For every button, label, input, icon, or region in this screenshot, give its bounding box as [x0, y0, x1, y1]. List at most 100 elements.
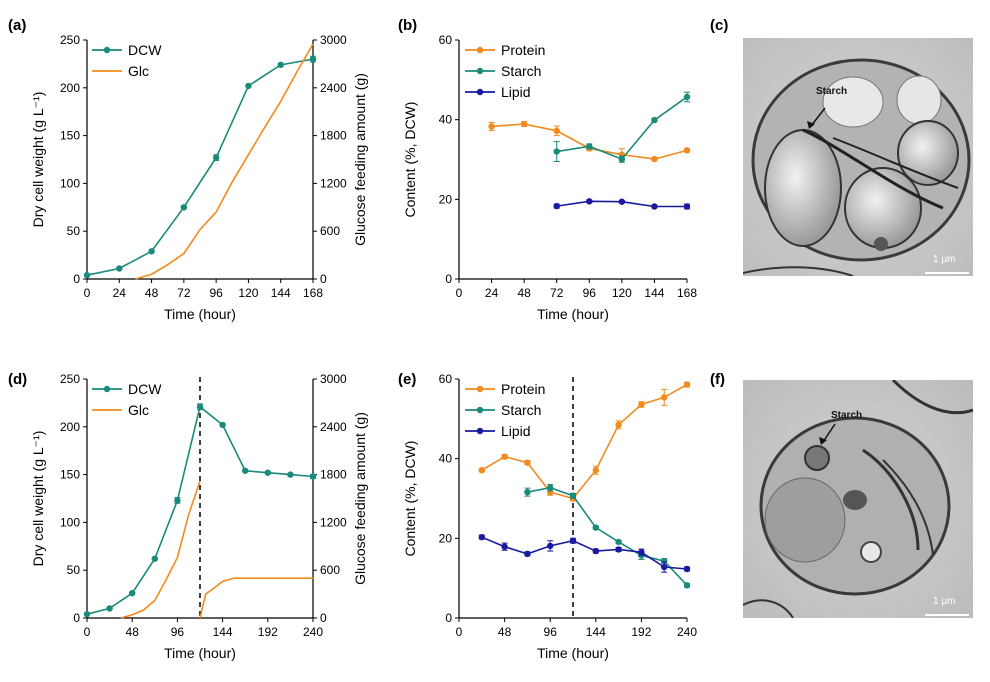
data-point	[524, 550, 531, 558]
scale-bar-label-f: 1 μm	[933, 596, 956, 607]
data-point	[309, 55, 317, 63]
x-tick-label: 144	[644, 286, 664, 300]
legend-marker	[103, 46, 111, 54]
y-tick-label: 150	[60, 129, 80, 143]
panel-label-e: (e)	[398, 371, 416, 388]
x-tick-label: 0	[84, 625, 91, 639]
legend-marker	[476, 67, 484, 75]
y-tick-label: 60	[439, 372, 453, 386]
data-point	[553, 127, 560, 135]
starch-label-c: Starch	[816, 86, 848, 97]
data-point	[683, 565, 691, 573]
series-glc: Glc	[92, 402, 313, 619]
series-dcw: DCW	[83, 42, 317, 279]
charts-layer: 0 24 48 72 96 120 144 1680501001502002500600120…	[30, 33, 697, 661]
y2-tick-label: 0	[320, 272, 327, 286]
x-tick-label: 72	[177, 286, 191, 300]
data-point	[245, 82, 252, 90]
x-tick-label: 48	[517, 286, 531, 300]
x-tick-label: 240	[677, 625, 697, 639]
x-tick-label: 144	[586, 625, 606, 639]
data-point	[106, 605, 113, 612]
chart-b: 0 24 48 72 96 120 144 168 0 20 40 60 Time (hour) Cont…	[402, 33, 697, 322]
data-point	[212, 154, 220, 161]
data-point	[242, 467, 249, 474]
data-point	[683, 582, 691, 589]
data-point	[524, 459, 531, 466]
x-tick-label: 96	[209, 286, 223, 300]
micrograph-f: Starch 1 μm	[743, 380, 973, 618]
y-tick-label: 0	[445, 611, 452, 625]
y-tick-label: 20	[439, 192, 453, 206]
y-tick-label: 100	[60, 515, 80, 529]
data-point	[618, 198, 626, 205]
series-line	[481, 536, 688, 570]
legend-label: Lipid	[501, 423, 531, 439]
data-point	[309, 473, 317, 480]
y2-tick-label: 1200	[320, 176, 347, 190]
chart-e: 0 48 96 144 192 240 0 20 40 60 Time (hour) Content …	[402, 372, 697, 661]
legend-label: Starch	[501, 63, 541, 79]
panel-label-d: (d)	[8, 371, 27, 388]
data-point	[661, 557, 668, 565]
micrograph-c-image	[743, 38, 973, 276]
data-point	[478, 533, 485, 541]
data-point	[586, 198, 593, 205]
data-point	[651, 155, 658, 163]
x-tick-label: 48	[126, 625, 140, 639]
data-point	[683, 203, 691, 210]
x-tick-label: 0	[456, 286, 463, 300]
y2-tick-label: 3000	[320, 33, 347, 47]
x-axis-label: Time (hour)	[164, 645, 236, 661]
y2-tick-label: 1800	[320, 129, 347, 143]
legend-marker	[476, 88, 484, 96]
y-tick-label: 40	[439, 452, 453, 466]
y2-tick-label: 0	[320, 611, 327, 625]
data-point	[116, 265, 123, 272]
data-point	[180, 204, 188, 211]
x-tick-label: 0	[456, 625, 463, 639]
data-point	[615, 421, 622, 429]
y2-tick-label: 1800	[320, 468, 347, 482]
y-tick-label: 0	[445, 272, 452, 286]
micrograph-c: Starch 1 μm	[743, 38, 973, 276]
x-tick-label: 120	[238, 286, 258, 300]
scale-bar-label-c: 1 μm	[933, 254, 956, 265]
y-axis-label: Content (%, DCW)	[402, 441, 418, 557]
x-tick-label: 0	[84, 286, 91, 300]
data-point	[638, 401, 645, 408]
y-tick-label: 40	[439, 113, 453, 127]
chart-d: 0 48 96 144 192 24005010015020025006001200180…	[30, 372, 368, 661]
data-point	[592, 467, 599, 474]
y-tick-label: 60	[439, 33, 453, 47]
y2-axis-label: Glucose feeding amount (g)	[352, 73, 368, 246]
y-tick-label: 50	[67, 563, 81, 577]
data-point	[683, 147, 691, 154]
x-tick-label: 168	[303, 286, 323, 300]
x-axis-label: Time (hour)	[537, 645, 609, 661]
x-tick-label: 192	[631, 625, 651, 639]
data-point	[524, 488, 531, 496]
data-point	[553, 148, 560, 155]
y-tick-label: 0	[73, 611, 80, 625]
legend-label: Starch	[501, 402, 541, 418]
data-point	[569, 492, 577, 499]
y-axis-label: Dry cell weight (g L⁻¹)	[30, 92, 46, 228]
y2-tick-label: 2400	[320, 420, 347, 434]
legend-label: DCW	[128, 381, 162, 397]
data-point	[586, 143, 593, 150]
data-point	[129, 589, 136, 597]
legend-marker	[476, 46, 484, 54]
chart-a: 0 24 48 72 96 120 144 1680501001502002500600120…	[30, 33, 368, 322]
legend-label: DCW	[128, 42, 162, 58]
data-point	[615, 538, 622, 546]
x-tick-label: 48	[145, 286, 159, 300]
x-tick-label: 240	[303, 625, 323, 639]
series-starch: Starch	[465, 63, 691, 163]
data-point	[174, 497, 181, 504]
panel-label-a: (a)	[8, 17, 26, 34]
x-axis-label: Time (hour)	[537, 306, 609, 322]
scale-bar-line-c	[925, 272, 969, 274]
data-point	[661, 563, 668, 571]
